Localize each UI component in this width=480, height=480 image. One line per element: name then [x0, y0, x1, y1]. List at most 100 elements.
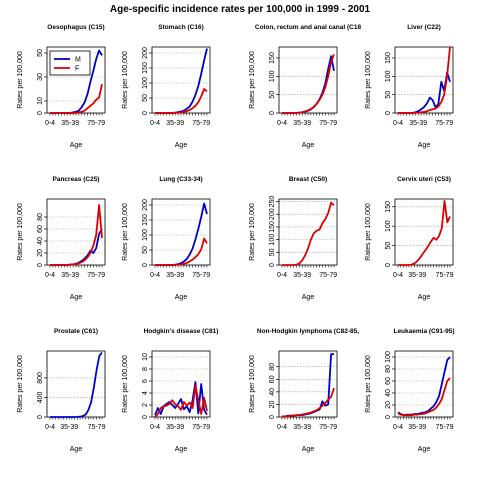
panel-title: Prostate (C61) — [54, 328, 98, 335]
x-axis-label: Age — [70, 446, 83, 453]
x-axis-label: Age — [175, 142, 188, 149]
y-tick-label: 8 — [142, 367, 149, 371]
x-tick-label: 0-4 — [45, 424, 55, 431]
x-tick-label: 0-4 — [393, 272, 403, 279]
figure-title: Age-specific incidence rates per 100,000… — [110, 4, 371, 15]
panel-8: Cervix uteri (C53) 0 50 100 150 0-4 35-39 75-79… — [365, 176, 454, 301]
panel-title: Liver (C22) — [407, 24, 441, 31]
series-line-M — [155, 202, 208, 266]
series-line-M — [398, 71, 451, 114]
y-tick-label: 50 — [385, 242, 392, 250]
y-tick-label: 100 — [142, 229, 149, 241]
y-tick-label: 20 — [37, 249, 44, 257]
y-tick-label: 60 — [385, 377, 392, 385]
x-tick-label: 0-4 — [393, 424, 403, 431]
y-tick-label: 30 — [37, 73, 44, 81]
y-tick-label: 6 — [142, 379, 149, 383]
series-line-F — [155, 237, 208, 266]
y-tick-label: 0 — [142, 111, 149, 115]
y-tick-label: 10 — [37, 97, 44, 105]
series-line-F — [282, 53, 335, 114]
x-tick-label: 35-39 — [166, 424, 184, 431]
panel-12: Leukaemia (C91-95) 0 20 40 60 80 100 0-4 35-39 75… — [365, 328, 455, 453]
y-tick-label: 40 — [269, 388, 276, 396]
series-line-F — [398, 46, 451, 114]
legend-entry: F — [75, 66, 79, 73]
x-axis-label: Age — [175, 446, 188, 453]
panel-6: Lung (C33-34) 0 50 100 150 200 0-4 35-39 75-79 Ag… — [122, 176, 211, 301]
x-tick-label: 35-39 — [60, 424, 78, 431]
y-tick-label: 150 — [269, 221, 276, 233]
x-axis-label: Age — [418, 294, 431, 301]
y-axis-label: Rates per 100,000 — [17, 203, 24, 261]
y-tick-label: 100 — [385, 351, 392, 363]
y-tick-label: 200 — [269, 208, 276, 220]
plot-frame — [278, 198, 338, 266]
x-tick-label: 75-79 — [436, 424, 454, 431]
x-tick-label: 75-79 — [192, 272, 210, 279]
panel-title: Non-Hodgkin lymphoma (C82-85, — [257, 328, 359, 335]
y-axis-label: Rates per 100,000 — [365, 203, 372, 261]
y-tick-label: 4 — [142, 391, 149, 395]
series-line-F — [154, 384, 208, 418]
plot-frame — [46, 350, 106, 418]
x-tick-label: 75-79 — [88, 424, 106, 431]
y-tick-label: 0 — [385, 415, 392, 419]
y-tick-label: 50 — [269, 91, 276, 99]
panel-title: Lung (C33-34) — [159, 176, 202, 183]
x-tick-label: 75-79 — [192, 424, 210, 431]
y-tick-label: 80 — [385, 365, 392, 373]
y-axis-label: Rates per 100,000 — [249, 203, 256, 261]
y-tick-label: 100 — [269, 234, 276, 246]
y-tick-label: 0 — [269, 111, 276, 115]
y-tick-label: 50 — [142, 246, 149, 254]
y-axis-label: Rates per 100,000 — [17, 355, 24, 413]
y-tick-label: 100 — [269, 70, 276, 82]
y-tick-label: 50 — [385, 91, 392, 99]
y-tick-label: 0 — [37, 415, 44, 419]
y-tick-label: 80 — [37, 213, 44, 221]
x-tick-label: 35-39 — [408, 424, 426, 431]
plot-frame — [394, 198, 454, 266]
panel-10: Hodgkin's disease (C81) 0 2 4 6 8 10 0-4 35-39 75… — [122, 328, 218, 453]
x-tick-label: 35-39 — [61, 120, 79, 127]
y-tick-label: 150 — [142, 214, 149, 226]
x-tick-label: 75-79 — [87, 120, 105, 127]
x-tick-label: 35-39 — [166, 120, 184, 127]
panel-1: Oesophagus (C15) 0 10 30 50 0-4 35-39 75-79 Age R… — [17, 24, 106, 149]
x-tick-label: 0-4 — [45, 120, 55, 127]
plot-frame — [151, 46, 211, 114]
series-line-F — [50, 204, 103, 266]
legend-entry: M — [75, 57, 81, 64]
x-tick-label: 75-79 — [435, 120, 453, 127]
panel-9: Prostate (C61) 0 400 800 0-4 35-39 75-79 Age Rat… — [17, 328, 106, 453]
x-tick-label: 75-79 — [319, 120, 337, 127]
y-tick-label: 10 — [142, 353, 149, 361]
panel-title: Oesophagus (C15) — [47, 24, 104, 31]
y-tick-label: 40 — [385, 389, 392, 397]
x-tick-label: 75-79 — [436, 272, 454, 279]
y-axis-label: Rates per 100,000 — [365, 51, 372, 109]
y-tick-label: 0 — [37, 111, 44, 115]
y-tick-label: 100 — [385, 220, 392, 232]
y-tick-label: 0 — [37, 263, 44, 267]
x-tick-label: 0-4 — [150, 424, 160, 431]
y-tick-label: 0 — [269, 415, 276, 419]
panel-title: Pancreas (C25) — [53, 176, 100, 183]
x-tick-label: 0-4 — [277, 424, 287, 431]
x-tick-label: 35-39 — [293, 272, 311, 279]
y-tick-label: 150 — [142, 62, 149, 74]
y-tick-label: 40 — [37, 237, 44, 245]
x-tick-label: 0-4 — [277, 120, 287, 127]
x-axis-label: Age — [418, 446, 431, 453]
x-tick-label: 75-79 — [319, 424, 337, 431]
series-line-F — [398, 199, 451, 266]
y-tick-label: 50 — [269, 248, 276, 256]
y-tick-label: 150 — [269, 52, 276, 64]
series-line-M — [282, 353, 334, 418]
legend-box — [49, 50, 91, 76]
y-axis-label: Rates per 100,000 — [249, 355, 256, 413]
y-tick-label: 50 — [142, 94, 149, 102]
series-line-F — [155, 88, 208, 114]
